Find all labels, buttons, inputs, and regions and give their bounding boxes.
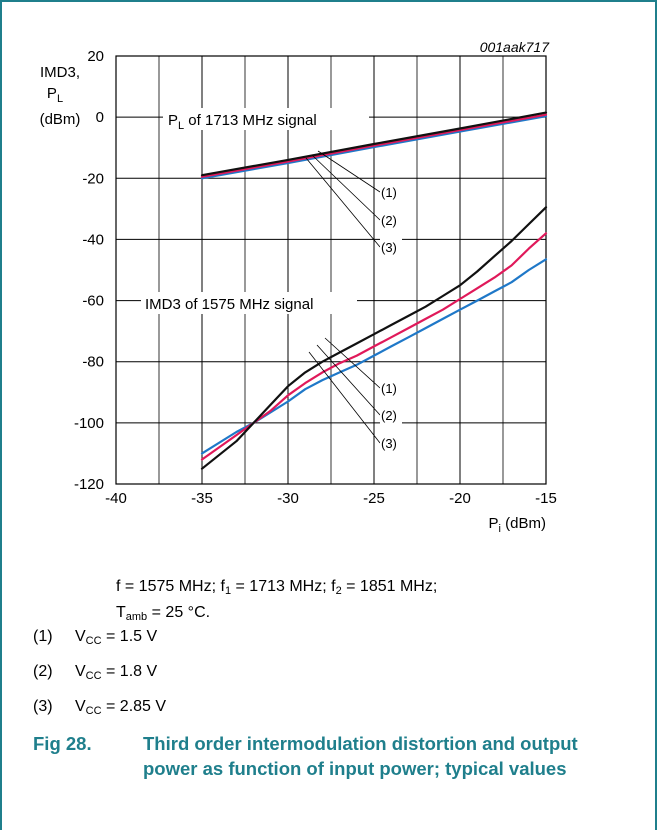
y-axis-label: IMD3, PL (dBm) — [40, 64, 81, 128]
x-tick-label: -35 — [191, 490, 213, 507]
y-tick-label: -60 — [82, 293, 104, 310]
callout-leader-pl-1 — [317, 150, 381, 193]
callout-pl-2: (2) — [381, 213, 397, 228]
plot-border — [115, 55, 547, 485]
pl-annotation: PL of 1713 MHz signal — [168, 112, 317, 132]
y-tick-label: -120 — [74, 476, 104, 493]
imd3-annotation: IMD3 of 1575 MHz signal — [145, 296, 313, 313]
legend-item-3: (3) VCC = 2.85 V — [33, 698, 167, 717]
series-lines — [200, 111, 548, 470]
callout-imd-3: (3) — [381, 436, 397, 451]
caption-number: Fig 28. — [33, 733, 92, 754]
legend-item-1: (1) VCC = 1.5 V — [33, 628, 158, 647]
callout-bg-pl-2 — [380, 211, 402, 229]
callout-bg-imd-1 — [380, 379, 402, 397]
callout-pl-3: (3) — [381, 240, 397, 255]
series-line-imd3-3 — [200, 258, 548, 455]
callout-imd-1: (1) — [381, 381, 397, 396]
y-label-line2: PL — [47, 85, 63, 105]
callout-bg-pl-1 — [380, 183, 402, 201]
callout-leader-imd-3 — [308, 351, 381, 444]
y-tick-label: -20 — [82, 170, 104, 187]
series-line-pl-2 — [200, 113, 548, 178]
series-line-imd3-1 — [200, 206, 548, 470]
y-label-line3: (dBm) — [40, 111, 81, 128]
callout-bg-imd-2 — [380, 406, 402, 424]
caption-text: Third order intermodulation distortion a… — [143, 733, 578, 779]
y-tick-label: -100 — [74, 415, 104, 432]
tick-labels: -40 -35 -30 -25 -20 -15 -120 -100 -80 -60 -40 -20 0 2… — [74, 48, 557, 507]
y-tick-label: -80 — [82, 354, 104, 371]
x-tick-label: -15 — [535, 490, 557, 507]
callout-leader-imd-2 — [316, 344, 381, 416]
callout-leader-imd-1 — [324, 337, 381, 389]
series-line-imd3-2 — [200, 232, 548, 461]
grid — [115, 55, 547, 485]
series-line-pl-1 — [200, 111, 548, 177]
callout-imd-2: (2) — [381, 408, 397, 423]
x-tick-label: -20 — [449, 490, 471, 507]
x-tick-label: -25 — [363, 490, 385, 507]
test-conditions: f = 1575 MHz; f1 = 1713 MHz; f2 = 1851 M… — [116, 576, 437, 628]
callout-pl-1: (1) — [381, 185, 397, 200]
y-label-line1: IMD3, — [40, 64, 80, 81]
x-tick-label: -40 — [105, 490, 127, 507]
conditions-line-2: Tamb = 25 °C. — [116, 604, 211, 623]
callouts: (1) (2) (3) (1) (2) (3) — [305, 150, 402, 452]
chart: -40 -35 -30 -25 -20 -15 -120 -100 -80 -60 -40 -20 0 2… — [40, 39, 557, 535]
y-tick-label: -40 — [82, 231, 104, 248]
conditions-line-1: f = 1575 MHz; f1 = 1713 MHz; f2 = 1851 M… — [116, 578, 438, 597]
y-tick-label: 20 — [87, 48, 104, 65]
figure-id-tag: 001aak717 — [480, 39, 551, 55]
x-tick-label: -30 — [277, 490, 299, 507]
callout-leader-pl-2 — [311, 154, 381, 221]
legend-item-2: (2) VCC = 1.8 V — [33, 663, 158, 682]
imd3-label-bg — [141, 292, 357, 314]
y-tick-label: 0 — [96, 109, 104, 126]
x-axis-label: Pi (dBm) — [489, 515, 546, 535]
callout-bg-pl-3 — [380, 238, 402, 256]
pl-label-bg — [163, 108, 369, 130]
callout-bg-imd-3 — [380, 434, 402, 452]
series-line-pl-3 — [200, 115, 548, 180]
callout-leader-pl-3 — [305, 157, 381, 248]
